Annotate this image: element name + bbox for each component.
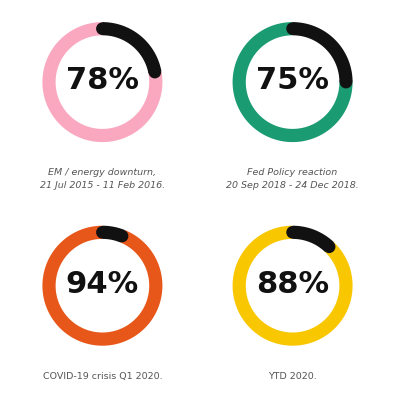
Circle shape bbox=[287, 227, 298, 238]
Polygon shape bbox=[102, 23, 161, 74]
Text: Fed Policy reaction
20 Sep 2018 - 24 Dec 2018.: Fed Policy reaction 20 Sep 2018 - 24 Dec… bbox=[226, 168, 359, 189]
Circle shape bbox=[97, 227, 108, 238]
Text: 78%: 78% bbox=[66, 66, 139, 95]
Text: EM / energy downturn,
21 Jul 2015 - 11 Feb 2016.: EM / energy downturn, 21 Jul 2015 - 11 F… bbox=[40, 168, 165, 189]
Polygon shape bbox=[233, 23, 353, 143]
Circle shape bbox=[287, 24, 298, 35]
Polygon shape bbox=[42, 226, 162, 346]
Text: 88%: 88% bbox=[256, 269, 329, 298]
Polygon shape bbox=[42, 23, 162, 143]
Polygon shape bbox=[233, 226, 353, 346]
Polygon shape bbox=[102, 226, 124, 243]
Polygon shape bbox=[293, 226, 334, 252]
Circle shape bbox=[149, 67, 160, 79]
Text: 94%: 94% bbox=[66, 269, 139, 298]
Circle shape bbox=[340, 77, 352, 88]
Circle shape bbox=[97, 24, 108, 35]
Polygon shape bbox=[293, 23, 353, 83]
Text: YTD 2020.: YTD 2020. bbox=[268, 371, 317, 380]
Text: COVID-19 crisis Q1 2020.: COVID-19 crisis Q1 2020. bbox=[43, 371, 162, 380]
Circle shape bbox=[324, 242, 335, 253]
Circle shape bbox=[117, 231, 128, 242]
Text: 75%: 75% bbox=[256, 66, 329, 95]
